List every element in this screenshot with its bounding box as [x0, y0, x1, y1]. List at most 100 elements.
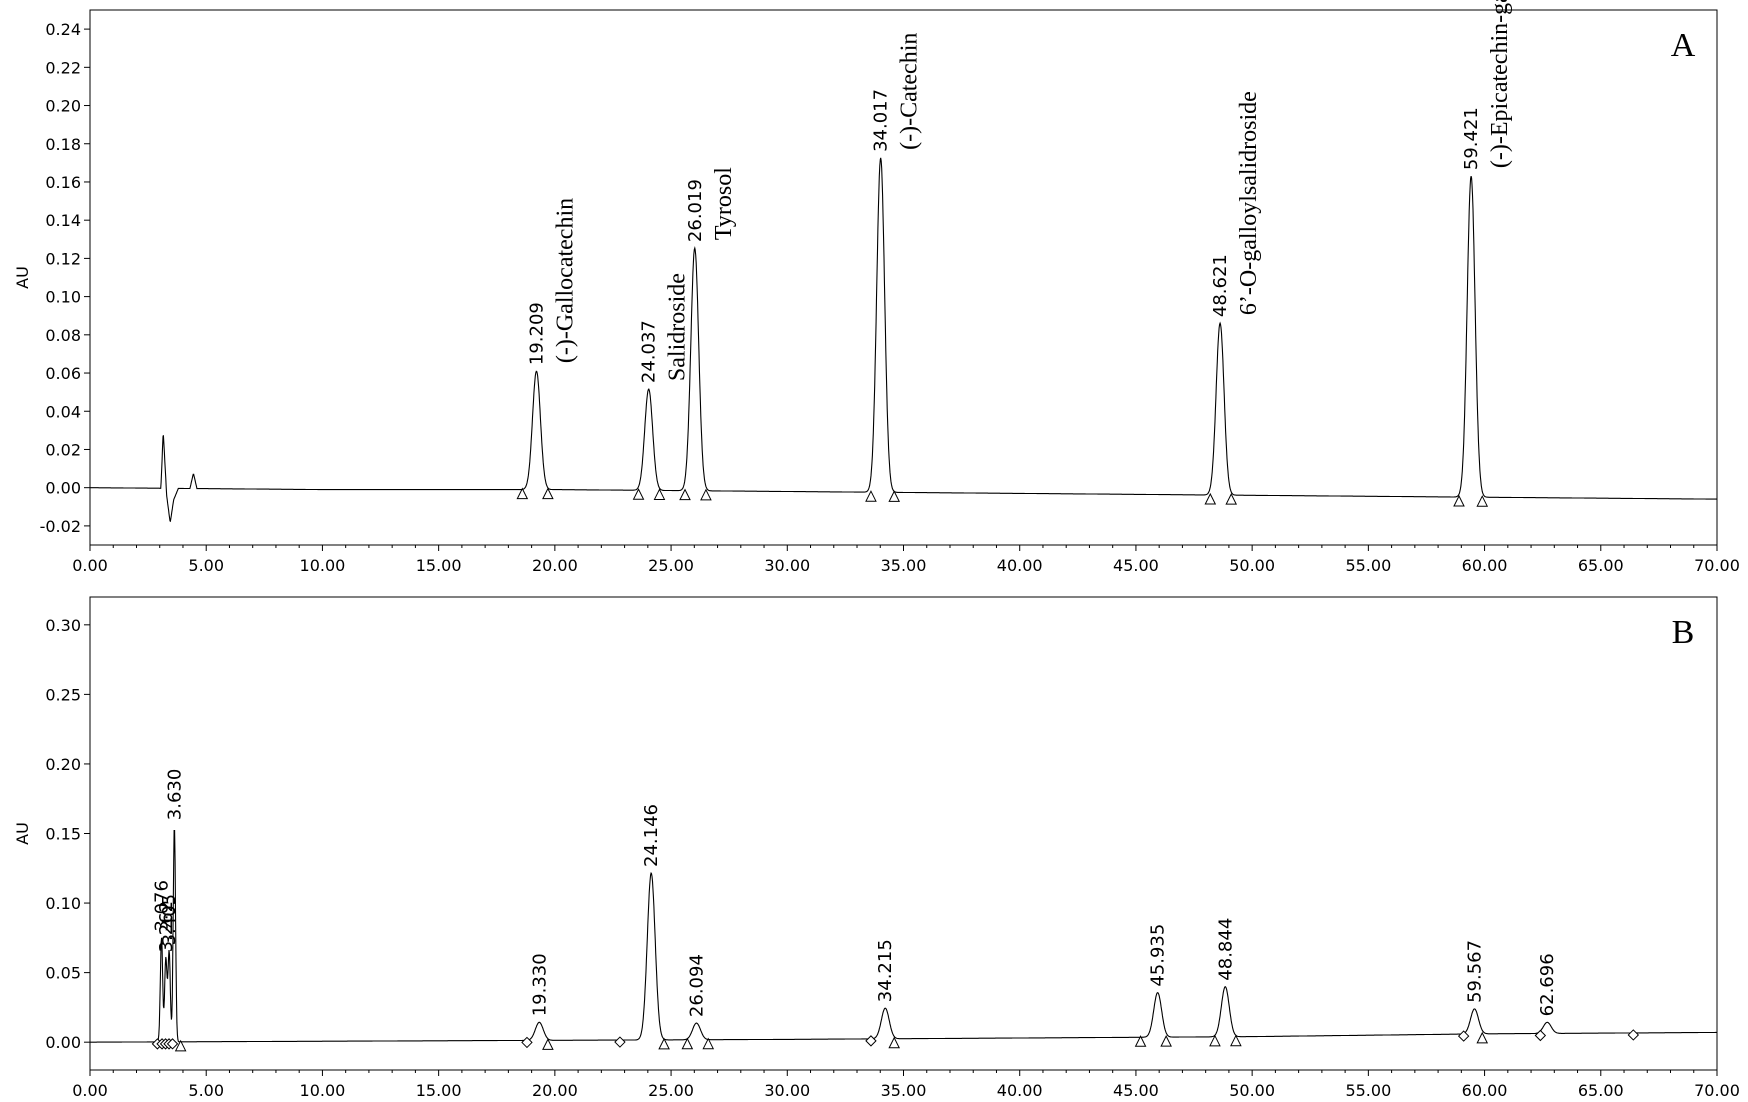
- peak-rt-label: 26.019: [685, 179, 706, 242]
- y-tick-label: 0.04: [45, 402, 81, 421]
- x-tick-label: 15.00: [416, 556, 462, 575]
- peak-marker-triangle: [888, 490, 901, 502]
- y-tick-label: 0.10: [45, 894, 81, 913]
- y-tick-label: 0.00: [45, 1033, 81, 1052]
- compound-label: (-)-Epicatechin-gallate: [1487, 0, 1513, 168]
- x-tick-label: 40.00: [997, 1081, 1043, 1100]
- y-axis-label: AU: [13, 266, 32, 289]
- y-tick-label: 0.06: [45, 364, 81, 383]
- peak-marker-diamond: [1534, 1029, 1547, 1042]
- chromatogram-trace: [90, 157, 1717, 523]
- peak-rt-label: 3.262: [156, 901, 177, 953]
- peak-marker-triangle: [1134, 1035, 1147, 1047]
- x-tick-label: 50.00: [1229, 556, 1275, 575]
- peak-rt-label: 45.935: [1148, 924, 1169, 987]
- x-tick-label: 45.00: [1113, 556, 1159, 575]
- x-tick-label: 35.00: [881, 556, 927, 575]
- peak-marker-triangle: [700, 488, 712, 501]
- compound-label: (-)-Catechin: [897, 33, 923, 150]
- x-tick-label: 0.00: [72, 556, 108, 575]
- y-tick-label: 0.20: [45, 755, 81, 774]
- x-tick-label: 30.00: [764, 556, 810, 575]
- peak-marker-triangle: [679, 488, 691, 501]
- compound-label: Salidroside: [665, 273, 691, 381]
- y-tick-label: 0.30: [45, 616, 81, 635]
- peak-marker-diamond: [1627, 1029, 1640, 1041]
- x-tick-label: 30.00: [764, 1081, 810, 1100]
- chart-panel-a: 0.00 5.00 10.00 15.00 20.00 25.00 30.00 35.00 40…: [13, 0, 1740, 575]
- peak-marker-triangle: [1160, 1035, 1172, 1047]
- compound-label: Tyrosol: [711, 167, 737, 240]
- peak-rt-label: 34.017: [871, 89, 892, 152]
- compound-label: (-)-Gallocatechin: [552, 198, 578, 363]
- peak-marker-triangle: [516, 487, 529, 500]
- panel-letter: B: [1672, 614, 1695, 651]
- x-tick-label: 25.00: [648, 1081, 694, 1100]
- x-tick-label: 60.00: [1462, 556, 1508, 575]
- x-tick-label: 20.00: [532, 1081, 578, 1100]
- y-tick-label: 0.02: [45, 440, 81, 459]
- x-tick-label: 40.00: [997, 556, 1043, 575]
- x-tick-label: 10.00: [300, 1081, 346, 1100]
- y-tick-label: 0.05: [45, 964, 81, 983]
- peak-rt-label: 48.621: [1210, 254, 1231, 317]
- x-tick-label: 5.00: [188, 1081, 224, 1100]
- peak-rt-label: 19.330: [529, 953, 550, 1016]
- y-tick-label: 0.22: [45, 58, 81, 77]
- y-tick-label: 0.20: [45, 97, 81, 116]
- peak-rt-label: 48.844: [1215, 918, 1236, 981]
- y-tick-label: 0.00: [45, 479, 81, 498]
- y-tick-label: 0.08: [45, 326, 81, 345]
- compound-label: 6’-O-galloylsalidroside: [1236, 91, 1262, 315]
- peak-marker-triangle: [542, 1038, 554, 1050]
- peak-rt-label: 24.146: [641, 804, 662, 867]
- x-tick-label: 70.00: [1694, 556, 1740, 575]
- peak-marker-triangle: [658, 1037, 670, 1050]
- peak-marker-triangle: [1209, 1034, 1221, 1047]
- chart-panel-b: 0.00 5.00 10.00 15.00 20.00 25.00 30.00 35.00 40…: [13, 596, 1740, 1100]
- peak-marker-triangle: [1225, 493, 1238, 505]
- peak-rt-label: 59.567: [1465, 940, 1486, 1003]
- y-axis-label: AU: [13, 822, 32, 845]
- peak-rt-label: 62.696: [1537, 953, 1558, 1016]
- peak-marker-diamond: [1457, 1030, 1470, 1042]
- x-tick-label: 45.00: [1113, 1081, 1159, 1100]
- peak-marker-diamond: [166, 1038, 179, 1050]
- peak-marker-diamond: [865, 1035, 877, 1047]
- x-tick-label: 25.00: [648, 556, 694, 575]
- y-tick-label: 0.25: [45, 685, 81, 704]
- peak-rt-label: 3.076: [151, 880, 172, 932]
- peak-marker-triangle: [174, 1039, 187, 1052]
- peak-marker-triangle: [1476, 495, 1489, 507]
- peak-marker-triangle: [702, 1037, 715, 1050]
- peak-marker-triangle: [1204, 492, 1217, 505]
- y-tick-label: 0.18: [45, 135, 81, 154]
- chromatogram-trace: [90, 829, 1717, 1043]
- peak-marker-triangle: [653, 488, 666, 500]
- peak-rt-label: 19.209: [526, 302, 547, 365]
- x-tick-label: 65.00: [1578, 1081, 1624, 1100]
- y-tick-label: 0.10: [45, 288, 81, 307]
- panel-letter: A: [1671, 27, 1696, 64]
- x-tick-label: 10.00: [300, 556, 346, 575]
- peak-rt-label: 34.215: [875, 939, 896, 1002]
- peak-marker-triangle: [1230, 1034, 1242, 1047]
- x-tick-label: 20.00: [532, 556, 578, 575]
- x-tick-label: 50.00: [1229, 1081, 1275, 1100]
- peak-marker-triangle: [632, 488, 645, 500]
- peak-marker-diamond: [521, 1036, 533, 1049]
- peak-marker-diamond: [614, 1036, 626, 1048]
- peak-rt-label: 26.094: [686, 954, 707, 1017]
- peak-marker-triangle: [888, 1036, 901, 1049]
- peak-marker-triangle: [681, 1037, 694, 1050]
- x-tick-label: 55.00: [1345, 556, 1391, 575]
- y-tick-label: 0.24: [45, 20, 81, 39]
- x-tick-label: 55.00: [1345, 1081, 1391, 1100]
- x-tick-label: 60.00: [1462, 1081, 1508, 1100]
- y-tick-label: 0.12: [45, 249, 81, 268]
- peak-marker-triangle: [542, 487, 554, 500]
- peak-marker-triangle: [865, 490, 877, 502]
- y-tick-label: 0.16: [45, 173, 81, 192]
